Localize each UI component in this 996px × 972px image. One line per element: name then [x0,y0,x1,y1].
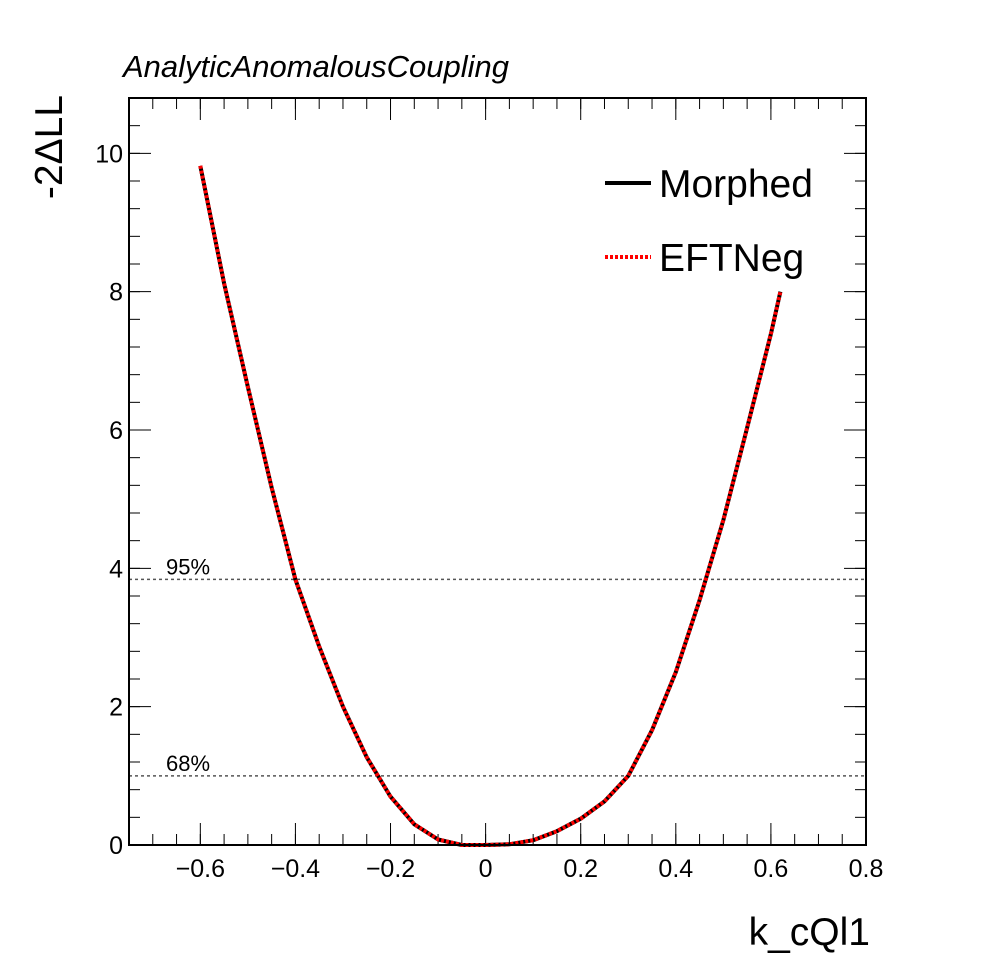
reference-line-label: 95% [166,554,210,579]
x-tick-label: −0.4 [271,855,320,883]
legend: Morphed EFTNeg [605,163,813,280]
y-tick-label: 2 [109,694,123,722]
legend-label-eftneg: EFTNeg [659,237,804,280]
reference-line-label: 68% [166,751,210,776]
x-tick-label: 0 [479,855,493,883]
x-tick-label: −0.6 [176,855,225,883]
y-tick-label: 6 [109,417,123,445]
y-tick-label: 8 [109,279,123,307]
x-axis-label: k_cQl1 [749,911,870,954]
legend-label-morphed: Morphed [659,163,813,206]
x-tick-label: −0.2 [366,855,415,883]
y-tick-label: 0 [109,832,123,860]
chart-title: AnalyticAnomalousCoupling [121,49,509,84]
axis-ticks: −0.6 −0.4 −0.2 0 0.2 0.4 0.6 0.8 0 2 4 6 8 10 [95,97,884,883]
x-tick-label: 0.6 [754,855,789,883]
y-tick-label: 4 [109,555,123,583]
y-tick-label: 10 [95,140,123,168]
x-tick-label: 0.4 [658,855,693,883]
x-tick-label: 0.8 [849,855,884,883]
reference-lines: 95% 68% [129,554,866,777]
y-axis-label: -2ΔLL [28,95,71,199]
x-tick-label: 0.2 [563,855,598,883]
plot-frame [128,97,867,846]
